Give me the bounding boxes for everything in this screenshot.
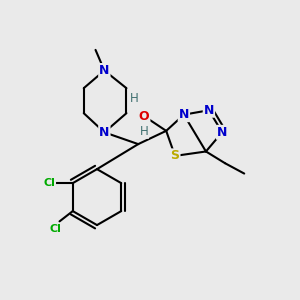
Text: N: N xyxy=(217,126,227,139)
Text: H: H xyxy=(140,125,148,138)
Text: S: S xyxy=(170,149,179,162)
Text: H: H xyxy=(129,92,138,105)
Text: N: N xyxy=(204,104,214,117)
Text: N: N xyxy=(99,126,110,139)
Text: N: N xyxy=(179,108,189,121)
Text: Cl: Cl xyxy=(49,224,61,234)
Text: N: N xyxy=(99,64,110,77)
Text: Cl: Cl xyxy=(43,178,55,188)
Text: O: O xyxy=(139,110,149,123)
